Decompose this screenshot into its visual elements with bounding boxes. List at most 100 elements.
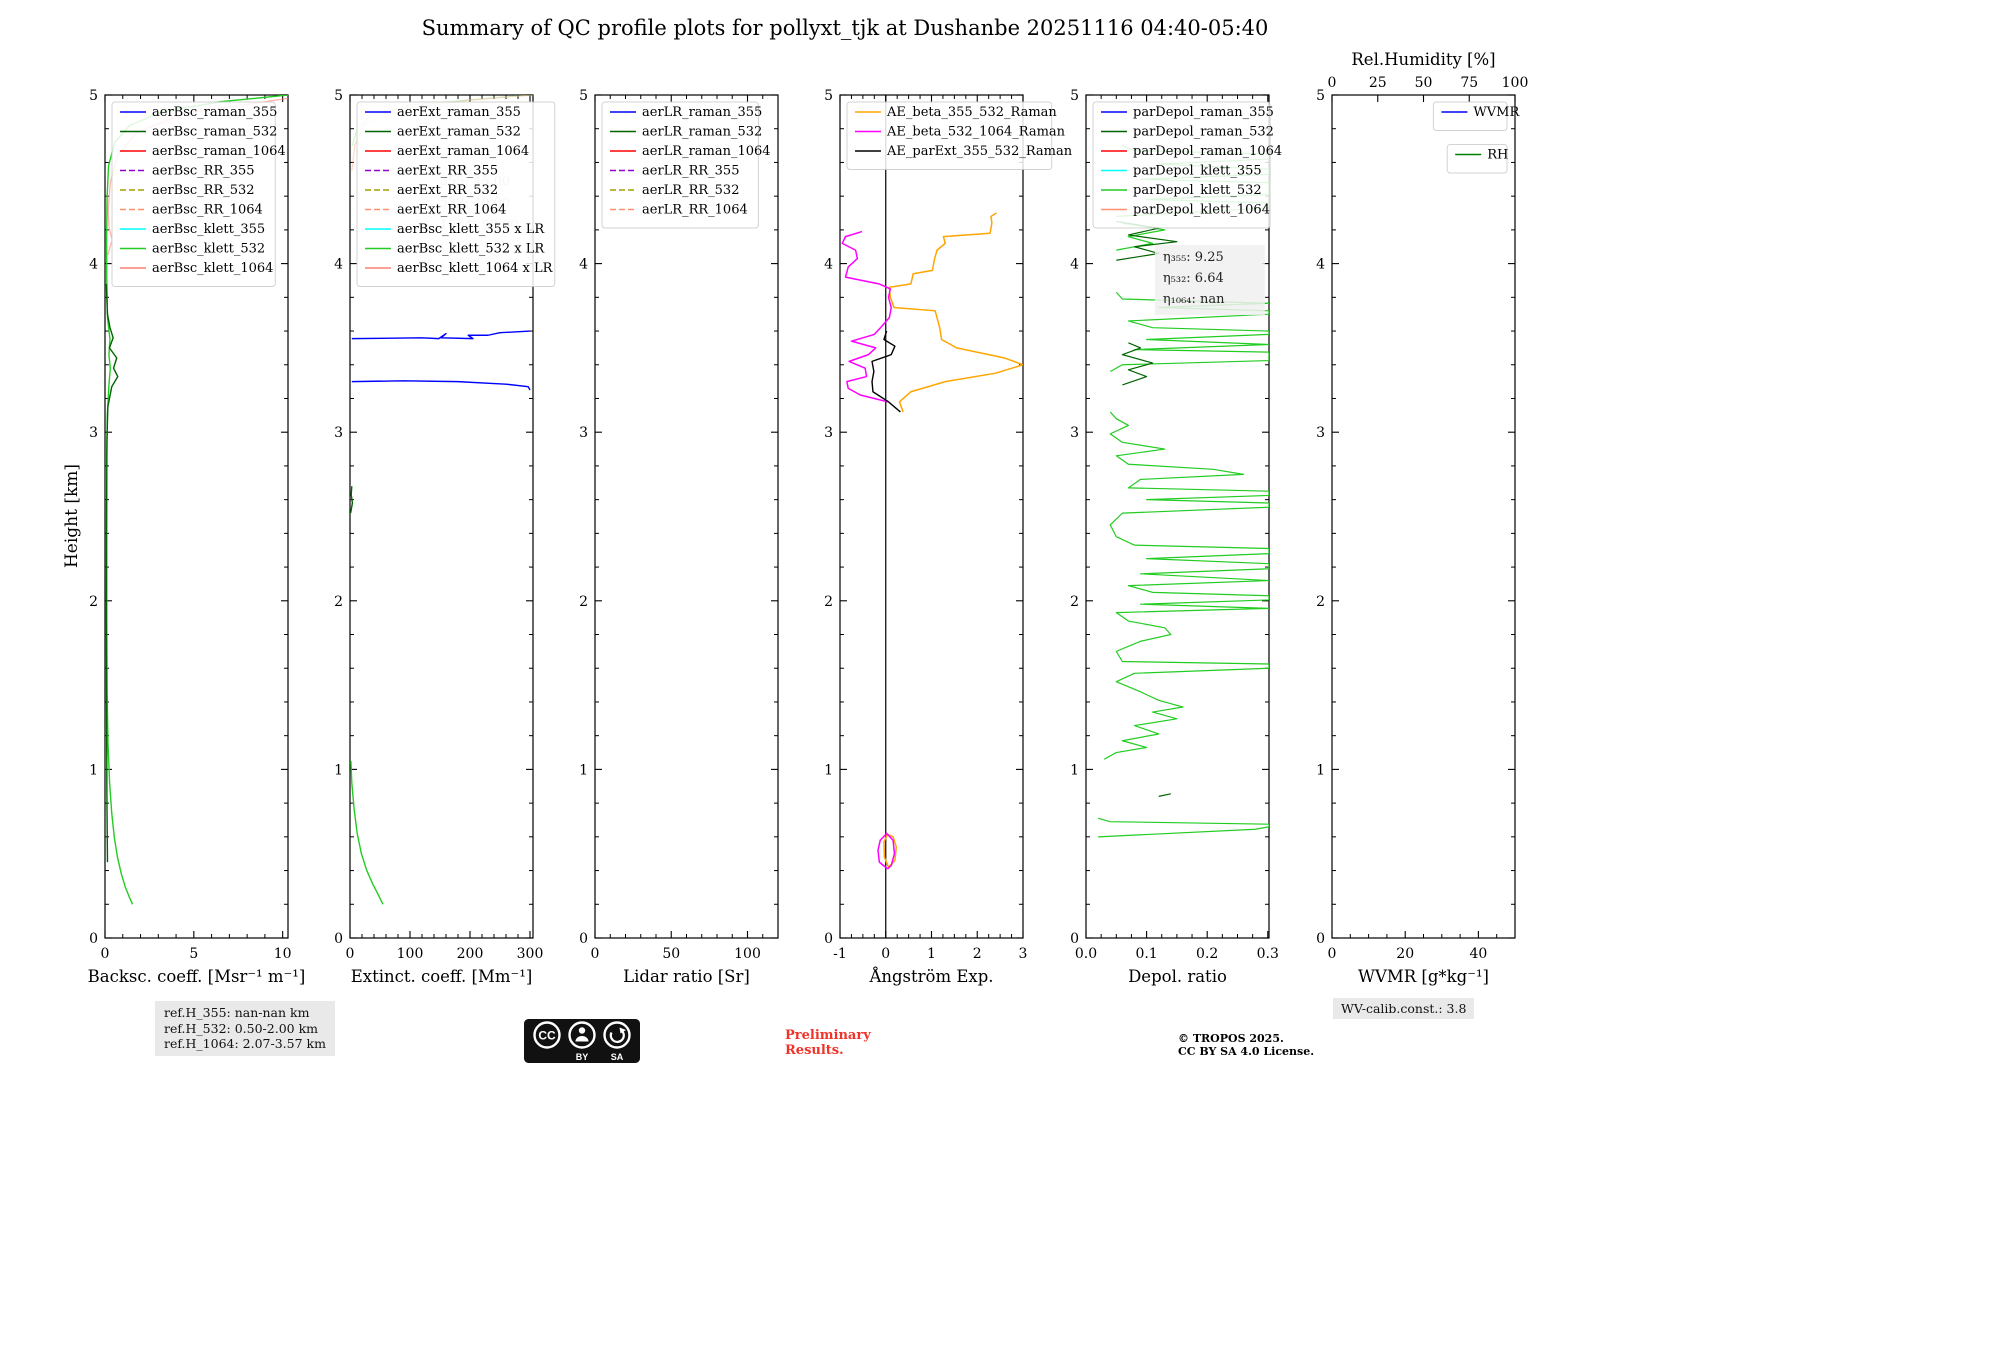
series-AE_beta_532_1064_Raman (877, 832, 896, 870)
top-tick-label: 50 (1415, 75, 1433, 91)
y-tick-label: 0 (334, 931, 343, 947)
y-tick-label: 0 (1070, 931, 1079, 947)
y-tick-label: 2 (1316, 594, 1325, 610)
legend-item-label: parDepol_klett_1064 (1133, 203, 1270, 218)
page-title: Summary of QC profile plots for pollyxt_… (421, 16, 1269, 40)
y-tick-label: 5 (334, 88, 343, 104)
x-tick-label: 0 (591, 946, 600, 962)
legend-item-label: aerExt_RR_1064 (397, 203, 506, 218)
y-tick-label: 3 (334, 425, 343, 441)
sa-text: SA (611, 1052, 624, 1062)
legend-item-label: WVMR (1473, 105, 1520, 120)
plot-frame (349, 94, 534, 939)
x-tick-label: 0 (346, 946, 355, 962)
x-tick-label: 5 (189, 946, 198, 962)
sa-arrow-head (619, 1027, 626, 1034)
copyright-line-2: CC BY SA 4.0 License. (1178, 1045, 1315, 1058)
top-axis-label: Rel.Humidity [%] (1351, 50, 1495, 69)
x-tick-label: 0.2 (1196, 946, 1218, 962)
legend-item-label: aerBsc_klett_532 (152, 242, 265, 257)
series-parDepol_raman_532 (1158, 793, 1171, 797)
legend-item-label: aerExt_raman_532 (397, 125, 521, 140)
x-tick-label: 10 (274, 946, 292, 962)
legend-item-label: aerBsc_klett_355 (152, 222, 265, 237)
legend-box (111, 101, 276, 287)
x-axis-label-extinction: Extinct. coeff. [Mm⁻¹] (351, 967, 533, 986)
series-parDepol_raman_532 (1121, 342, 1154, 386)
y-tick-label: 5 (1070, 88, 1079, 104)
plot-frame (104, 94, 289, 939)
by-text: BY (576, 1052, 589, 1062)
top-tick-label: 25 (1369, 75, 1387, 91)
x-axis-label-depol-ratio: Depol. ratio (1128, 967, 1227, 986)
legend-item-label: aerLR_raman_1064 (642, 144, 771, 159)
legend-item-label: parDepol_raman_1064 (1133, 144, 1282, 159)
y-tick-label: 4 (1070, 257, 1079, 273)
legend-box (1432, 101, 1508, 131)
legend-item-label: aerBsc_raman_1064 (152, 144, 286, 159)
series-parDepol_klett_532 (1103, 411, 1269, 760)
y-tick-label: 2 (824, 594, 833, 610)
legend-item-label: aerLR_RR_355 (642, 164, 739, 179)
legend-item-label: aerBsc_RR_355 (152, 164, 255, 179)
series-AE_beta_355_532_Raman (883, 833, 898, 868)
x-tick-label: 200 (457, 946, 484, 962)
annotation-text: η₁₀₆₄: nan (1163, 292, 1225, 307)
x-tick-label: 0.0 (1075, 946, 1097, 962)
plot-frame (1331, 94, 1516, 939)
cc-text: CC (538, 1029, 556, 1043)
y-tick-label: 3 (824, 425, 833, 441)
y-tick-label: 1 (334, 762, 343, 778)
ref-h-532: ref.H_532: 0.50-2.00 km (164, 1020, 319, 1036)
y-tick-label: 0 (579, 931, 588, 947)
top-tick-label: 100 (1502, 75, 1529, 91)
y-tick-label: 5 (579, 88, 588, 104)
panel-backscatter: 0 1 2 3 4 5 0 5 10 Backsc. coeff. [Msr⁻¹ m⁻¹] aerB… (88, 88, 306, 986)
y-tick-label: 3 (1316, 425, 1325, 441)
y-tick-label: 1 (824, 762, 833, 778)
preliminary-line-2: Results. (785, 1043, 844, 1058)
x-tick-label: 3 (1019, 946, 1028, 962)
y-tick-label: 3 (89, 425, 98, 441)
person-body (575, 1036, 589, 1042)
legend-item-label: aerBsc_klett_1064 (152, 261, 273, 276)
wv-calib-box: WV-calib.const.: 3.8 (1333, 998, 1475, 1019)
legend-item-label: aerBsc_RR_532 (152, 183, 255, 198)
y-tick-label: 3 (1070, 425, 1079, 441)
x-tick-label: 100 (397, 946, 424, 962)
x-tick-label: 50 (662, 946, 680, 962)
legend-item-label: aerBsc_klett_1064 x LR (397, 261, 554, 276)
y-tick-label: 1 (1316, 762, 1325, 778)
legend-item-label: aerBsc_RR_1064 (152, 203, 263, 218)
y-tick-label: 5 (824, 88, 833, 104)
x-axis-label-lidar-ratio: Lidar ratio [Sr] (623, 967, 750, 986)
copyright-note: © TROPOS 2025. CC BY SA 4.0 License. (1178, 1032, 1314, 1058)
copyright-line-1: © TROPOS 2025. (1178, 1032, 1284, 1045)
sa-arrow-arc (609, 1030, 625, 1043)
x-tick-label: 1 (927, 946, 936, 962)
y-tick-label: 3 (579, 425, 588, 441)
x-tick-label: -1 (833, 946, 847, 962)
y-tick-label: 0 (824, 931, 833, 947)
y-tick-label: 0 (1316, 931, 1325, 947)
y-tick-label: 1 (1070, 762, 1079, 778)
legend-item-label: parDepol_klett_355 (1133, 164, 1262, 179)
legend-box (601, 101, 759, 229)
x-tick-label: 0 (1328, 946, 1337, 962)
series-aerBsc_raman_532 (105, 283, 119, 863)
y-tick-label: 4 (1316, 257, 1325, 273)
cc-by-sa-badge: CC BY SA (523, 1018, 641, 1064)
x-axis-label-angstrom-exp: Ångström Exp. (868, 966, 993, 986)
series-aerExt_raman_355 (351, 330, 531, 340)
x-tick-label: 300 (517, 946, 544, 962)
legend-item-label: aerBsc_raman_532 (152, 125, 277, 140)
y-tick-label: 2 (579, 594, 588, 610)
x-tick-label: 0.1 (1135, 946, 1157, 962)
y-tick-label: 4 (334, 257, 343, 273)
legend-item-label: RH (1487, 148, 1508, 163)
legend-item-label: aerLR_raman_355 (642, 105, 762, 120)
y-tick-label: 2 (334, 594, 343, 610)
